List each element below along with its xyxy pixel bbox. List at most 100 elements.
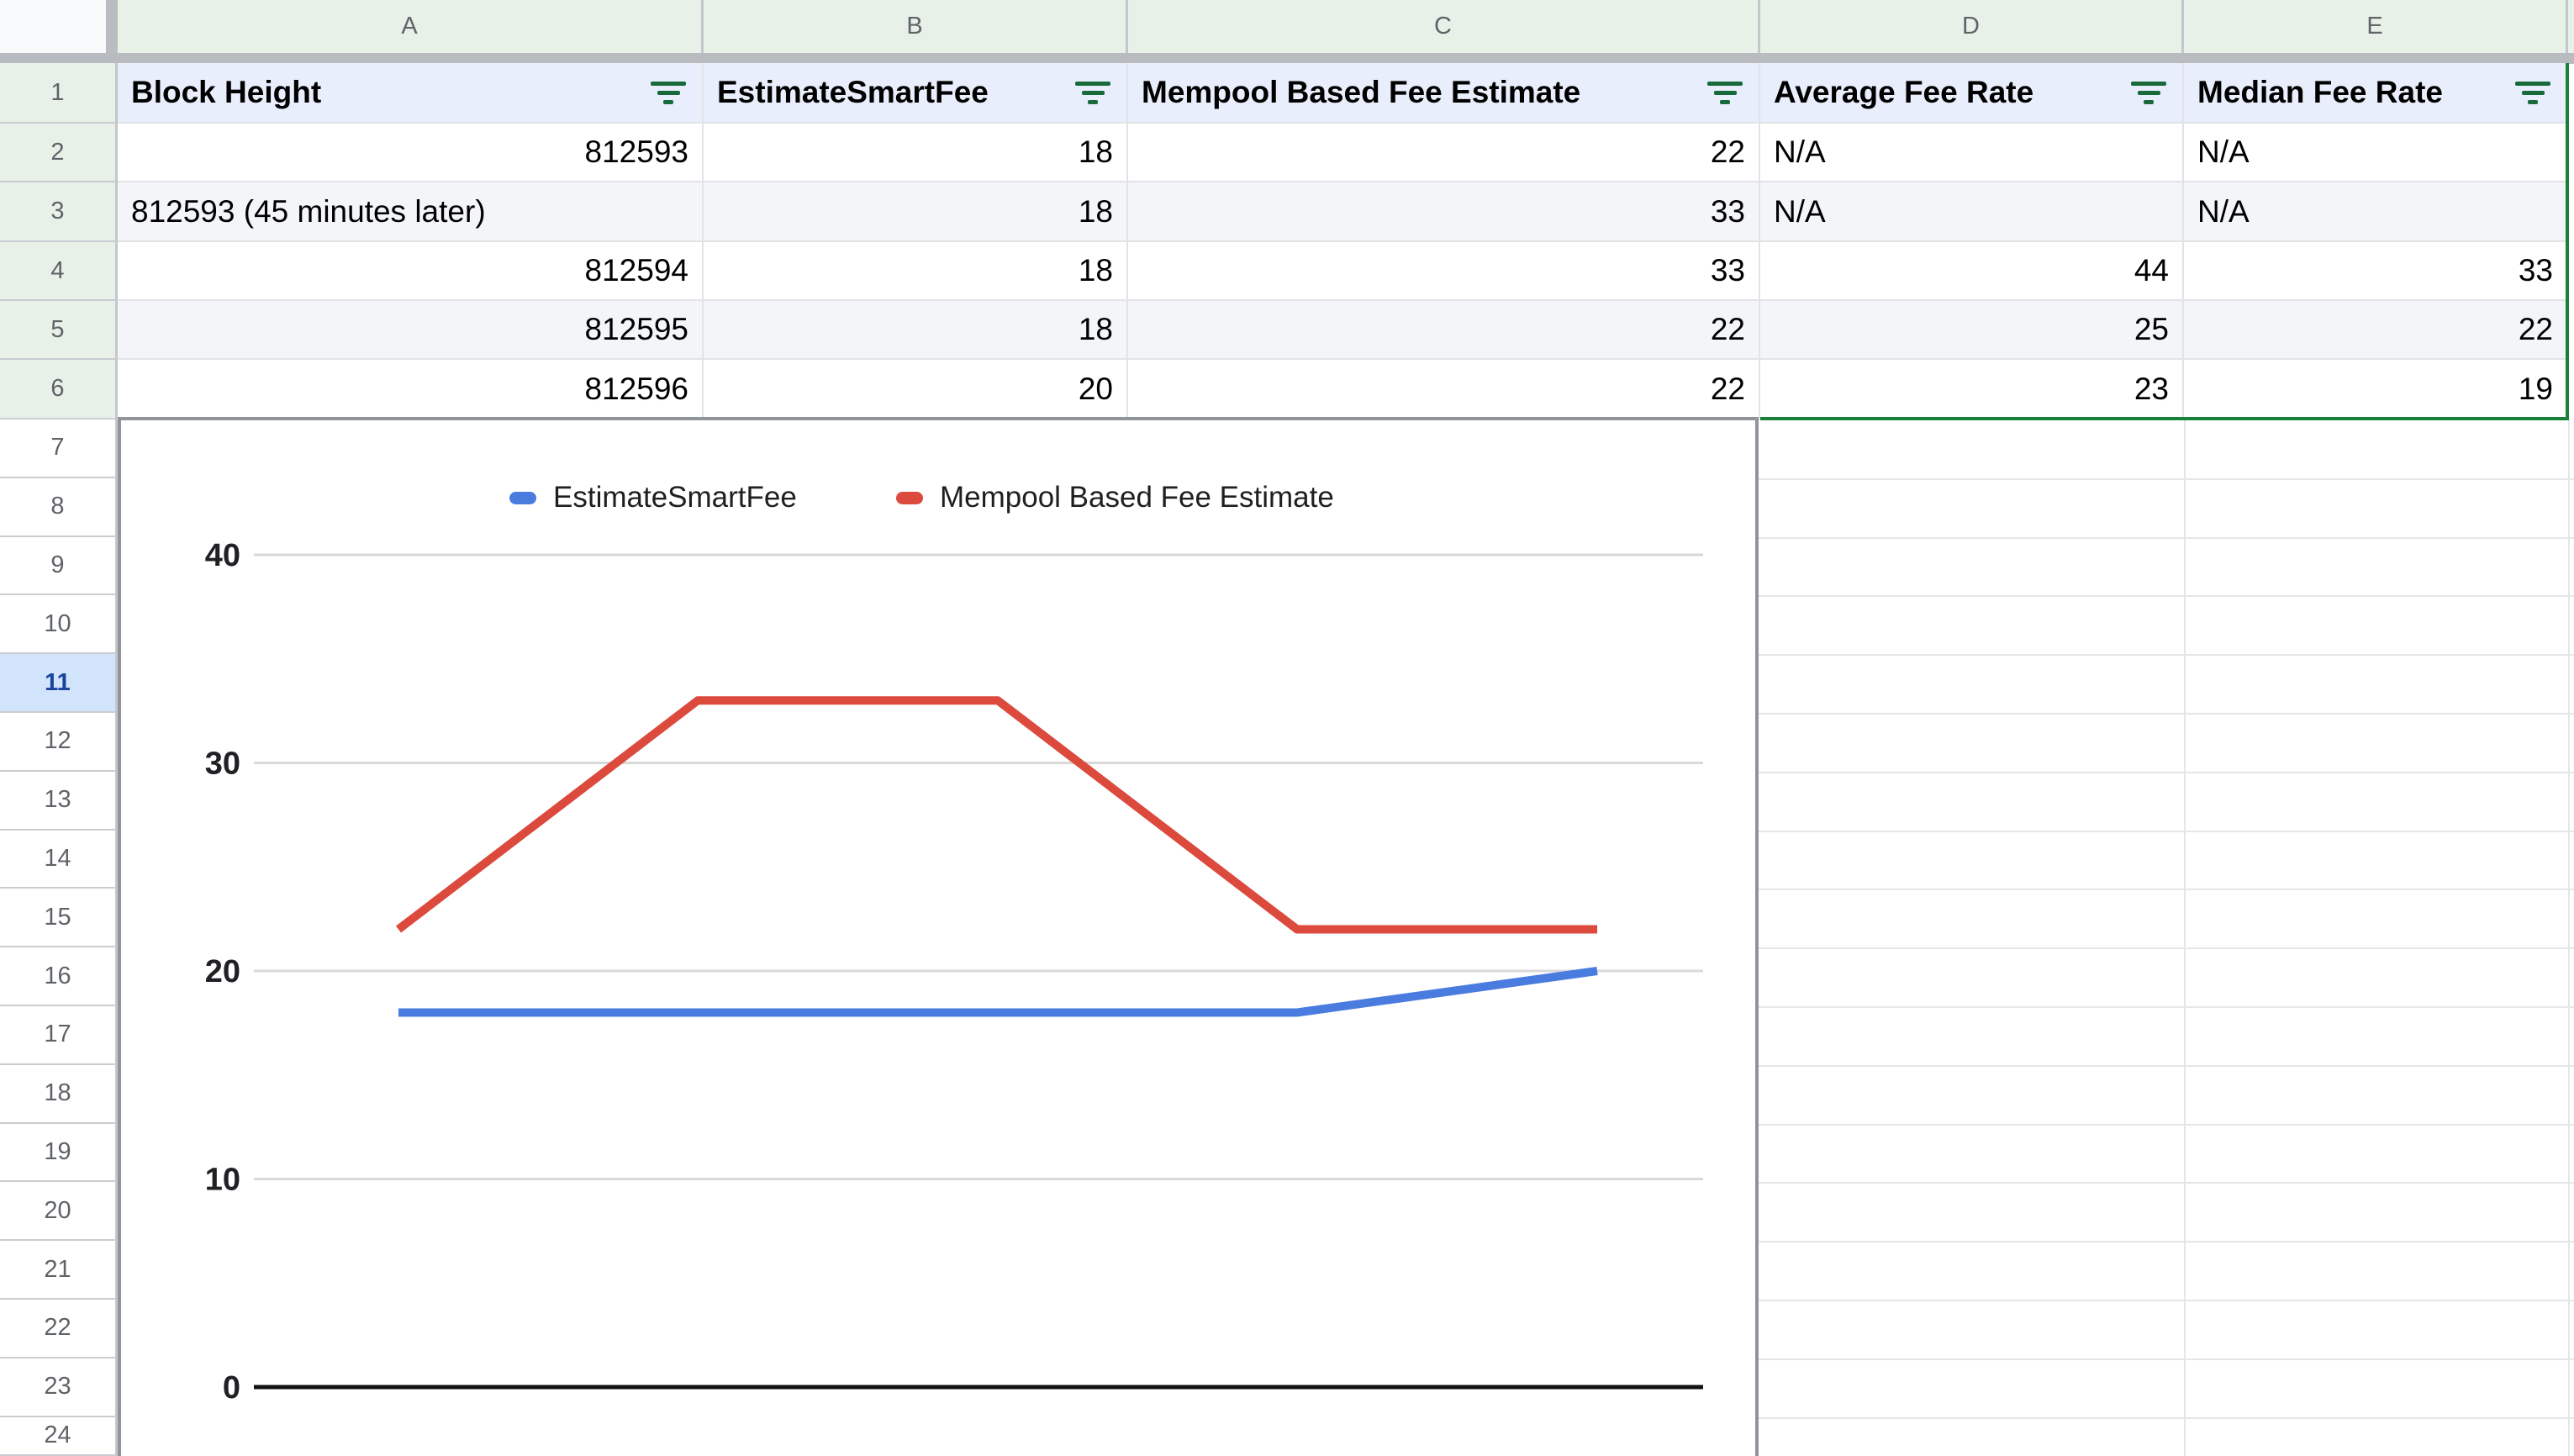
- embedded-chart[interactable]: EstimateSmartFee Mempool Based Fee Estima…: [118, 417, 1759, 1456]
- column-title-label: Block Height: [131, 75, 322, 109]
- filter-icon[interactable]: [1073, 81, 1113, 104]
- y-axis-tick-label: 0: [223, 1370, 240, 1406]
- cell-d4[interactable]: 44: [1760, 242, 2184, 301]
- gridline: [1759, 536, 2574, 539]
- row-header-22[interactable]: 22: [0, 1300, 118, 1358]
- cell-c6[interactable]: 22: [1128, 360, 1760, 419]
- y-axis-tick-label: 30: [205, 746, 240, 782]
- row-header-10[interactable]: 10: [0, 595, 118, 655]
- row-header-8[interactable]: 8: [0, 477, 118, 537]
- gridline: [1759, 595, 2574, 598]
- row-header-21[interactable]: 21: [0, 1241, 118, 1300]
- row-header-11[interactable]: 11: [0, 654, 118, 713]
- cell-a5[interactable]: 812595: [118, 301, 704, 360]
- gridline: [1759, 1006, 2574, 1008]
- column-title-cell-d1[interactable]: Average Fee Rate: [1760, 63, 2184, 124]
- cell-c3[interactable]: 33: [1128, 182, 1760, 242]
- gridline: [1759, 1358, 2574, 1360]
- select-all-corner[interactable]: [0, 0, 118, 53]
- filter-icon[interactable]: [1705, 81, 1745, 104]
- range-border-bottom: [1760, 417, 2569, 420]
- cell-e5[interactable]: 22: [2184, 301, 2568, 360]
- gridline: [1759, 771, 2574, 773]
- column-header-d[interactable]: D: [1760, 0, 2184, 53]
- cell-b4[interactable]: 18: [704, 242, 1128, 301]
- row-header-17[interactable]: 17: [0, 1006, 118, 1065]
- row-header-14[interactable]: 14: [0, 830, 118, 889]
- cell-a2[interactable]: 812593: [118, 124, 704, 182]
- row-header-13[interactable]: 13: [0, 771, 118, 831]
- row-header-16[interactable]: 16: [0, 947, 118, 1006]
- cell-e2[interactable]: N/A: [2184, 124, 2568, 182]
- legend-label: EstimateSmartFee: [553, 481, 797, 514]
- cell-d5[interactable]: 25: [1760, 301, 2184, 360]
- row-header-23[interactable]: 23: [0, 1358, 118, 1417]
- chart-plot: 0 10 20 30 40: [205, 538, 1703, 1406]
- row-header-1[interactable]: 1: [0, 63, 118, 124]
- gridline: [1759, 947, 2574, 950]
- cell-a4[interactable]: 812594: [118, 242, 704, 301]
- range-border-right: [2566, 63, 2569, 419]
- gridline: [1759, 1123, 2574, 1126]
- row-header-5[interactable]: 5: [0, 301, 118, 360]
- row-header-19[interactable]: 19: [0, 1123, 118, 1183]
- gridline: [1759, 830, 2574, 832]
- row-header-24[interactable]: 24: [0, 1416, 118, 1456]
- column-title-cell-e1[interactable]: Median Fee Rate: [2184, 63, 2568, 124]
- y-axis-tick-label: 40: [205, 538, 240, 573]
- cell-e6[interactable]: 19: [2184, 360, 2568, 419]
- cell-b3[interactable]: 18: [704, 182, 1128, 242]
- cell-e3[interactable]: N/A: [2184, 182, 2568, 242]
- row-header-3[interactable]: 3: [0, 182, 118, 242]
- gridline: [1759, 477, 2574, 480]
- cell-d6[interactable]: 23: [1760, 360, 2184, 419]
- row-header-7[interactable]: 7: [0, 419, 118, 478]
- cell-c4[interactable]: 33: [1128, 242, 1760, 301]
- cell-e4[interactable]: 33: [2184, 242, 2568, 301]
- row-header-4[interactable]: 4: [0, 242, 118, 301]
- row-header-20[interactable]: 20: [0, 1182, 118, 1242]
- filter-icon[interactable]: [2513, 81, 2553, 104]
- row-header-15[interactable]: 15: [0, 889, 118, 948]
- filter-icon[interactable]: [2128, 81, 2169, 104]
- row-header-6[interactable]: 6: [0, 360, 118, 419]
- cell-a6[interactable]: 812596: [118, 360, 704, 419]
- gridline: [1759, 889, 2574, 891]
- legend-swatch: [509, 491, 536, 504]
- gridline: [2568, 419, 2570, 1456]
- gridline: [1759, 1182, 2574, 1184]
- legend-label: Mempool Based Fee Estimate: [940, 481, 1334, 514]
- cell-b2[interactable]: 18: [704, 124, 1128, 182]
- column-title-cell-b1[interactable]: EstimateSmartFee: [704, 63, 1128, 124]
- column-title-cell-c1[interactable]: Mempool Based Fee Estimate: [1128, 63, 1760, 124]
- gridline: [1759, 1416, 2574, 1419]
- cell-b5[interactable]: 18: [704, 301, 1128, 360]
- row-header-9[interactable]: 9: [0, 536, 118, 596]
- column-title-cell-a1[interactable]: Block Height: [118, 63, 704, 124]
- column-title-label: Average Fee Rate: [1774, 75, 2034, 109]
- column-header-e[interactable]: E: [2184, 0, 2568, 53]
- filter-icon[interactable]: [648, 81, 688, 104]
- row-header-12[interactable]: 12: [0, 713, 118, 772]
- gridline: [1759, 1064, 2574, 1067]
- y-axis-tick-label: 10: [205, 1163, 240, 1198]
- column-header-a[interactable]: A: [118, 0, 704, 53]
- cell-d3[interactable]: N/A: [1760, 182, 2184, 242]
- cell-c5[interactable]: 22: [1128, 301, 1760, 360]
- column-header-b[interactable]: B: [704, 0, 1128, 53]
- row-header-18[interactable]: 18: [0, 1064, 118, 1124]
- cell-a3[interactable]: 812593 (45 minutes later): [118, 182, 704, 242]
- cell-c2[interactable]: 22: [1128, 124, 1760, 182]
- legend-item-1[interactable]: EstimateSmartFee: [509, 479, 797, 516]
- row-header-2[interactable]: 2: [0, 124, 118, 182]
- cell-d2[interactable]: N/A: [1760, 124, 2184, 182]
- column-title-label: Mempool Based Fee Estimate: [1142, 75, 1581, 109]
- gridline: [2184, 419, 2186, 1456]
- cell-b6[interactable]: 20: [704, 360, 1128, 419]
- legend-swatch: [896, 491, 923, 504]
- legend-item-2[interactable]: Mempool Based Fee Estimate: [896, 479, 1334, 516]
- gridline: [1759, 654, 2574, 657]
- column-header-c[interactable]: C: [1128, 0, 1760, 53]
- frozen-row-divider: [0, 53, 2574, 64]
